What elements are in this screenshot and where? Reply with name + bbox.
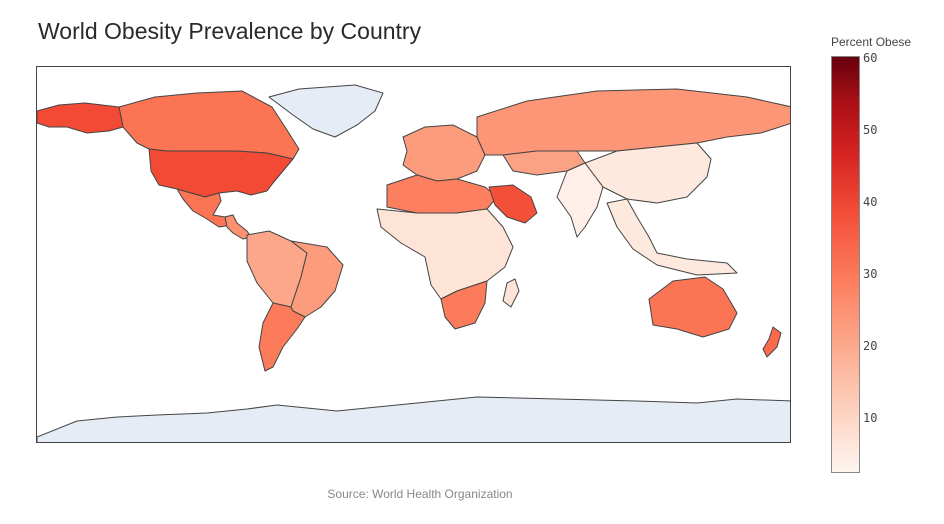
region-australia[interactable] [648,276,738,338]
region-south-africa[interactable] [440,280,488,330]
region-canada[interactable] [118,90,300,160]
region-united-states[interactable] [148,148,294,198]
colorbar-tick-40: 40 [863,195,878,209]
region-alaska[interactable] [37,102,124,134]
region-southeast-asia[interactable] [606,198,738,276]
map-plot-area[interactable] [36,66,791,443]
region-antarctica[interactable] [37,396,791,443]
chart-title: World Obesity Prevalence by Country [38,18,422,44]
region-madagascar[interactable] [502,278,520,308]
colorbar [831,56,860,473]
colorbar-tick-60: 60 [863,51,878,65]
colorbar-title: Percent Obese [831,35,912,49]
region-new-zealand[interactable] [762,326,782,358]
source-note: Source: World Health Organization [327,487,513,501]
region-north-africa[interactable] [386,174,498,214]
region-china[interactable] [584,142,712,204]
colorbar-tick-10: 10 [863,411,878,425]
colorbar-tick-50: 50 [863,123,878,137]
world-map[interactable] [37,67,791,443]
colorbar-tick-20: 20 [863,339,878,353]
region-europe[interactable] [402,124,486,182]
region-russia[interactable] [476,88,791,156]
colorbar-tick-30: 30 [863,267,878,281]
region-sub-saharan-africa[interactable] [376,208,514,300]
region-argentina[interactable] [258,302,306,372]
region-saudi-arabia[interactable] [488,184,538,224]
region-greenland[interactable] [268,84,384,138]
region-india[interactable] [556,162,604,238]
